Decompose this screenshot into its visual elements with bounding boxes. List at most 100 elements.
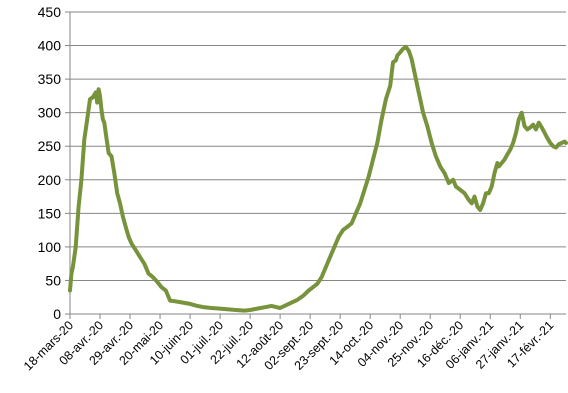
data-point <box>332 245 336 249</box>
data-point <box>447 181 451 185</box>
series-line <box>68 44 568 313</box>
x-axis-ticks: 18-mars-2008-avr.-2029-avr.-2020-mai-201… <box>21 314 556 373</box>
data-point <box>91 95 95 99</box>
data-point <box>395 54 399 58</box>
data-point <box>478 208 482 212</box>
data-point <box>487 191 491 195</box>
data-point <box>495 161 499 165</box>
data-point <box>537 121 541 125</box>
data-point <box>458 188 462 192</box>
data-point <box>463 191 466 195</box>
data-point <box>371 158 375 162</box>
data-point <box>328 255 332 259</box>
data-point <box>138 255 142 259</box>
data-point <box>454 185 458 188</box>
data-point <box>467 198 471 202</box>
data-point <box>475 205 479 209</box>
data-point <box>508 148 512 152</box>
y-tick-label: 0 <box>53 306 61 322</box>
data-point <box>341 228 345 232</box>
data-point <box>134 248 138 252</box>
data-point <box>275 305 279 309</box>
data-point <box>124 225 128 229</box>
data-point <box>451 178 455 182</box>
data-point <box>430 141 434 145</box>
data-point <box>255 307 259 311</box>
data-point <box>473 195 476 199</box>
series-points <box>68 45 568 313</box>
data-point <box>172 299 176 303</box>
gridlines <box>70 11 566 281</box>
data-point <box>481 201 485 205</box>
data-point <box>101 117 105 121</box>
y-tick-label: 400 <box>38 38 62 54</box>
data-point <box>278 306 282 310</box>
data-point <box>493 171 496 175</box>
data-point <box>443 171 446 175</box>
y-axis-ticks: 0 50 100 150 200 250 300 350 400 450 <box>38 4 70 322</box>
data-point <box>242 309 246 313</box>
data-point <box>79 178 83 182</box>
data-point <box>525 127 529 131</box>
data-point <box>413 70 416 74</box>
data-point <box>77 205 81 209</box>
data-point <box>545 136 549 140</box>
data-point <box>398 50 402 54</box>
data-point <box>421 111 425 115</box>
data-point <box>188 302 192 306</box>
data-point <box>307 289 311 292</box>
data-point <box>401 47 405 51</box>
data-point <box>177 300 181 304</box>
data-point <box>350 221 354 225</box>
data-point <box>388 84 392 88</box>
data-point <box>375 141 379 145</box>
data-point <box>438 164 442 168</box>
data-point <box>107 151 111 155</box>
data-point <box>418 97 422 101</box>
data-point <box>404 45 408 49</box>
data-point <box>147 272 151 276</box>
data-point <box>142 262 146 266</box>
data-point <box>234 308 238 312</box>
data-point <box>270 304 273 308</box>
data-point <box>367 174 371 178</box>
data-point <box>531 123 535 127</box>
data-point <box>151 275 155 279</box>
data-point <box>425 124 429 128</box>
data-point <box>218 307 222 311</box>
data-point <box>97 87 101 91</box>
data-point <box>301 294 305 298</box>
data-point <box>384 97 388 101</box>
data-point <box>557 142 561 146</box>
data-point <box>394 58 398 62</box>
data-point <box>358 201 362 205</box>
data-point <box>168 299 172 303</box>
data-point <box>528 125 532 129</box>
data-point <box>434 154 438 158</box>
y-tick-label: 200 <box>38 172 62 188</box>
data-point <box>484 191 488 195</box>
data-point <box>118 201 122 205</box>
data-point <box>121 215 125 219</box>
data-point <box>534 127 538 131</box>
data-point <box>315 282 319 286</box>
y-tick-label: 300 <box>38 105 62 121</box>
data-point <box>523 124 526 128</box>
data-point <box>85 117 89 121</box>
data-point <box>110 154 113 158</box>
data-point <box>130 242 133 245</box>
data-point <box>470 201 474 205</box>
data-point <box>345 225 349 229</box>
data-point <box>225 307 229 311</box>
data-point <box>311 285 315 289</box>
data-point <box>354 211 358 215</box>
data-point <box>127 235 131 239</box>
data-point <box>69 272 73 276</box>
data-point <box>68 289 72 292</box>
data-point <box>88 97 92 101</box>
data-point <box>112 171 116 175</box>
data-point <box>248 308 252 312</box>
y-tick-label: 50 <box>45 272 61 288</box>
data-point <box>74 245 78 249</box>
data-point <box>94 91 98 94</box>
